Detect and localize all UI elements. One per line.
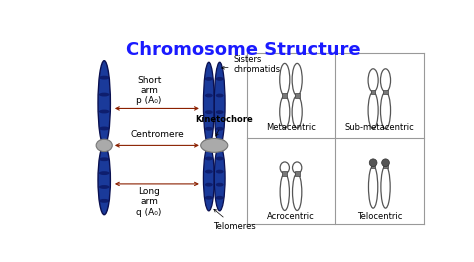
Ellipse shape [205,157,213,160]
Ellipse shape [213,139,227,151]
Ellipse shape [205,94,213,97]
Ellipse shape [201,139,228,152]
Ellipse shape [216,110,224,114]
Ellipse shape [99,127,109,130]
Ellipse shape [203,145,214,211]
Ellipse shape [216,170,224,173]
Ellipse shape [99,185,109,189]
Ellipse shape [205,170,213,173]
Circle shape [369,159,377,167]
Ellipse shape [216,127,224,131]
Ellipse shape [96,139,112,151]
FancyBboxPatch shape [371,90,375,94]
Text: Telomeres: Telomeres [213,209,255,231]
Ellipse shape [99,199,109,203]
Ellipse shape [216,94,224,97]
Ellipse shape [99,157,109,161]
Ellipse shape [205,77,213,81]
Ellipse shape [216,183,224,187]
Ellipse shape [216,196,224,200]
Ellipse shape [205,127,213,131]
Ellipse shape [216,157,224,160]
Text: Metacentric: Metacentric [266,123,316,132]
FancyBboxPatch shape [283,171,287,176]
Ellipse shape [202,139,216,151]
Ellipse shape [214,62,225,145]
Text: Kinetochore: Kinetochore [195,115,253,136]
Ellipse shape [205,196,213,200]
Text: Sub-metacentric: Sub-metacentric [345,123,414,132]
Text: Telocentric: Telocentric [356,212,402,221]
FancyBboxPatch shape [295,94,300,98]
Ellipse shape [205,110,213,114]
Text: Acrocentric: Acrocentric [267,212,315,221]
Ellipse shape [216,77,224,81]
Text: Long
arm
q (A₀): Long arm q (A₀) [137,187,162,217]
Ellipse shape [99,76,109,80]
Text: Chromosome Structure: Chromosome Structure [126,41,360,59]
Text: Short
arm
p (A₀): Short arm p (A₀) [137,75,162,105]
Text: Centromere: Centromere [130,130,184,139]
FancyBboxPatch shape [371,163,375,168]
FancyBboxPatch shape [383,90,388,94]
Ellipse shape [203,62,214,145]
Text: Sisters
chromatids: Sisters chromatids [222,54,281,74]
Ellipse shape [214,145,225,211]
Ellipse shape [98,145,110,215]
FancyBboxPatch shape [383,163,388,168]
Ellipse shape [205,183,213,187]
Ellipse shape [99,93,109,96]
Ellipse shape [99,171,109,175]
Ellipse shape [99,110,109,113]
FancyBboxPatch shape [295,171,300,176]
Ellipse shape [98,61,110,145]
FancyBboxPatch shape [283,94,287,98]
Circle shape [382,159,390,167]
